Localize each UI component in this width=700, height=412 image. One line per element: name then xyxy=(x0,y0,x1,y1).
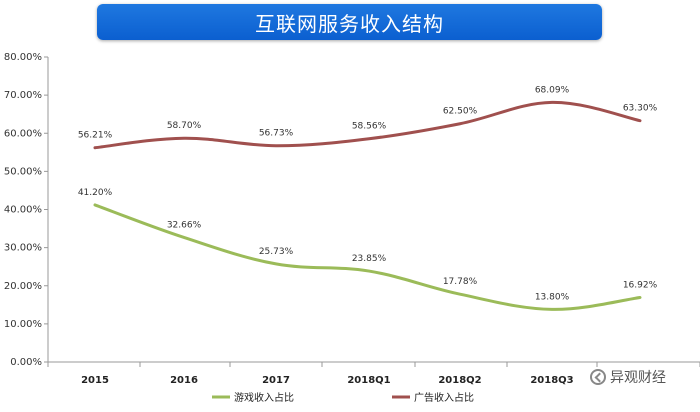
data-point xyxy=(639,296,642,299)
data-point xyxy=(551,101,554,104)
y-tick-label: 60.00% xyxy=(4,128,42,139)
x-tick-label: 2018Q2 xyxy=(438,375,481,386)
x-tick-label: 2018Q3 xyxy=(530,375,573,386)
series-line-game xyxy=(93,203,642,311)
y-tick-label: 20.00% xyxy=(4,281,42,292)
data-point xyxy=(275,262,278,265)
series-line-ads xyxy=(93,100,642,150)
data-label: 17.78% xyxy=(443,277,478,287)
x-tick-label: 2015 xyxy=(81,375,109,386)
data-point xyxy=(94,146,97,149)
y-tick-label: 40.00% xyxy=(4,205,42,216)
data-point xyxy=(368,270,371,273)
watermark-text: 异观财经 xyxy=(610,370,666,386)
data-label: 56.73% xyxy=(259,129,294,139)
data-label: 32.66% xyxy=(167,220,202,230)
data-label: 25.73% xyxy=(259,247,294,257)
data-point xyxy=(183,137,186,140)
data-label: 68.09% xyxy=(535,85,570,95)
data-label: 41.20% xyxy=(78,188,113,198)
data-point xyxy=(94,203,97,206)
data-point xyxy=(459,122,462,125)
data-label: 23.85% xyxy=(352,254,387,264)
data-label: 58.56% xyxy=(352,122,387,132)
watermark: 异观财经 xyxy=(590,367,666,387)
x-tick-label: 2018Q1 xyxy=(347,375,390,386)
data-label: 56.21% xyxy=(78,131,113,141)
data-point xyxy=(459,293,462,296)
y-tick-label: 10.00% xyxy=(4,319,42,330)
legend-label: 广告收入占比 xyxy=(414,391,474,404)
data-label: 13.80% xyxy=(535,292,570,302)
data-point xyxy=(183,236,186,239)
x-tick-label: 2016 xyxy=(170,375,198,386)
speech-bubble-icon xyxy=(590,369,606,385)
data-point xyxy=(368,137,371,140)
y-tick-label: 70.00% xyxy=(4,90,42,101)
data-point xyxy=(275,144,278,147)
data-label: 58.70% xyxy=(167,121,202,131)
y-tick-label: 50.00% xyxy=(4,166,42,177)
chart-title: 互联网服务收入结构 xyxy=(255,11,444,36)
data-label: 16.92% xyxy=(623,280,658,290)
y-tick-label: 30.00% xyxy=(4,243,42,254)
chart-title-banner: 互联网服务收入结构 xyxy=(97,4,602,40)
data-label: 62.50% xyxy=(443,107,478,117)
data-point xyxy=(551,308,554,311)
y-tick-label: 0.00% xyxy=(10,357,42,368)
x-tick-label: 2017 xyxy=(262,375,290,386)
data-label: 63.30% xyxy=(623,104,658,114)
data-point xyxy=(639,119,642,122)
y-tick-label: 80.00% xyxy=(4,52,42,63)
legend-label: 游戏收入占比 xyxy=(234,391,294,404)
